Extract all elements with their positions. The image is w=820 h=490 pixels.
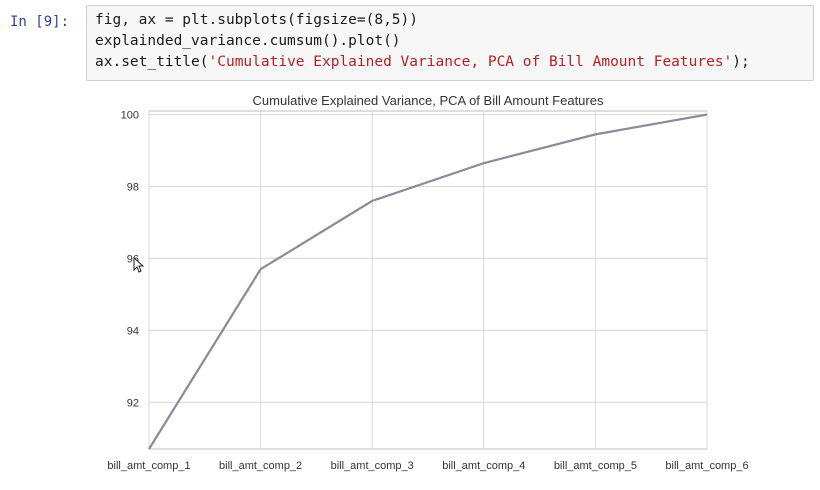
x-tick-label: bill_amt_comp_3 [331, 460, 414, 472]
y-tick-label: 94 [127, 325, 139, 337]
series-line [148, 113, 708, 450]
cell-prompt: In [9]: [10, 14, 70, 30]
x-tick-label: bill_amt_comp_2 [219, 460, 302, 472]
y-tick-label: 100 [121, 110, 139, 122]
chart-title: Cumulative Explained Variance, PCA of Bi… [253, 93, 604, 108]
code-line-3: ax.set_title('Cumulative Explained Varia… [95, 54, 750, 70]
cell-output: 92 94 96 98 100 bill_amt_comp_1 bill_amt_comp_… [86, 90, 814, 485]
code-string-literal: 'Cumulative Explained Variance, PCA of B… [208, 54, 733, 70]
x-tick-label: bill_amt_comp_1 [107, 460, 190, 472]
x-tick-label: bill_amt_comp_5 [554, 460, 637, 472]
x-tick-label: bill_amt_comp_4 [442, 460, 525, 472]
y-tick-label: 92 [127, 397, 139, 409]
code-line-2: explainded_variance.cumsum().plot() [95, 33, 401, 49]
code-cell-input[interactable]: fig, ax = plt.subplots(figsize=(8,5)) ex… [86, 5, 814, 81]
plot-area [148, 110, 708, 450]
code-line-1: fig, ax = plt.subplots(figsize=(8,5)) [95, 12, 419, 28]
y-tick-label: 98 [127, 182, 139, 194]
x-tick-label: bill_amt_comp_6 [665, 460, 748, 472]
mouse-cursor-icon [133, 257, 145, 273]
